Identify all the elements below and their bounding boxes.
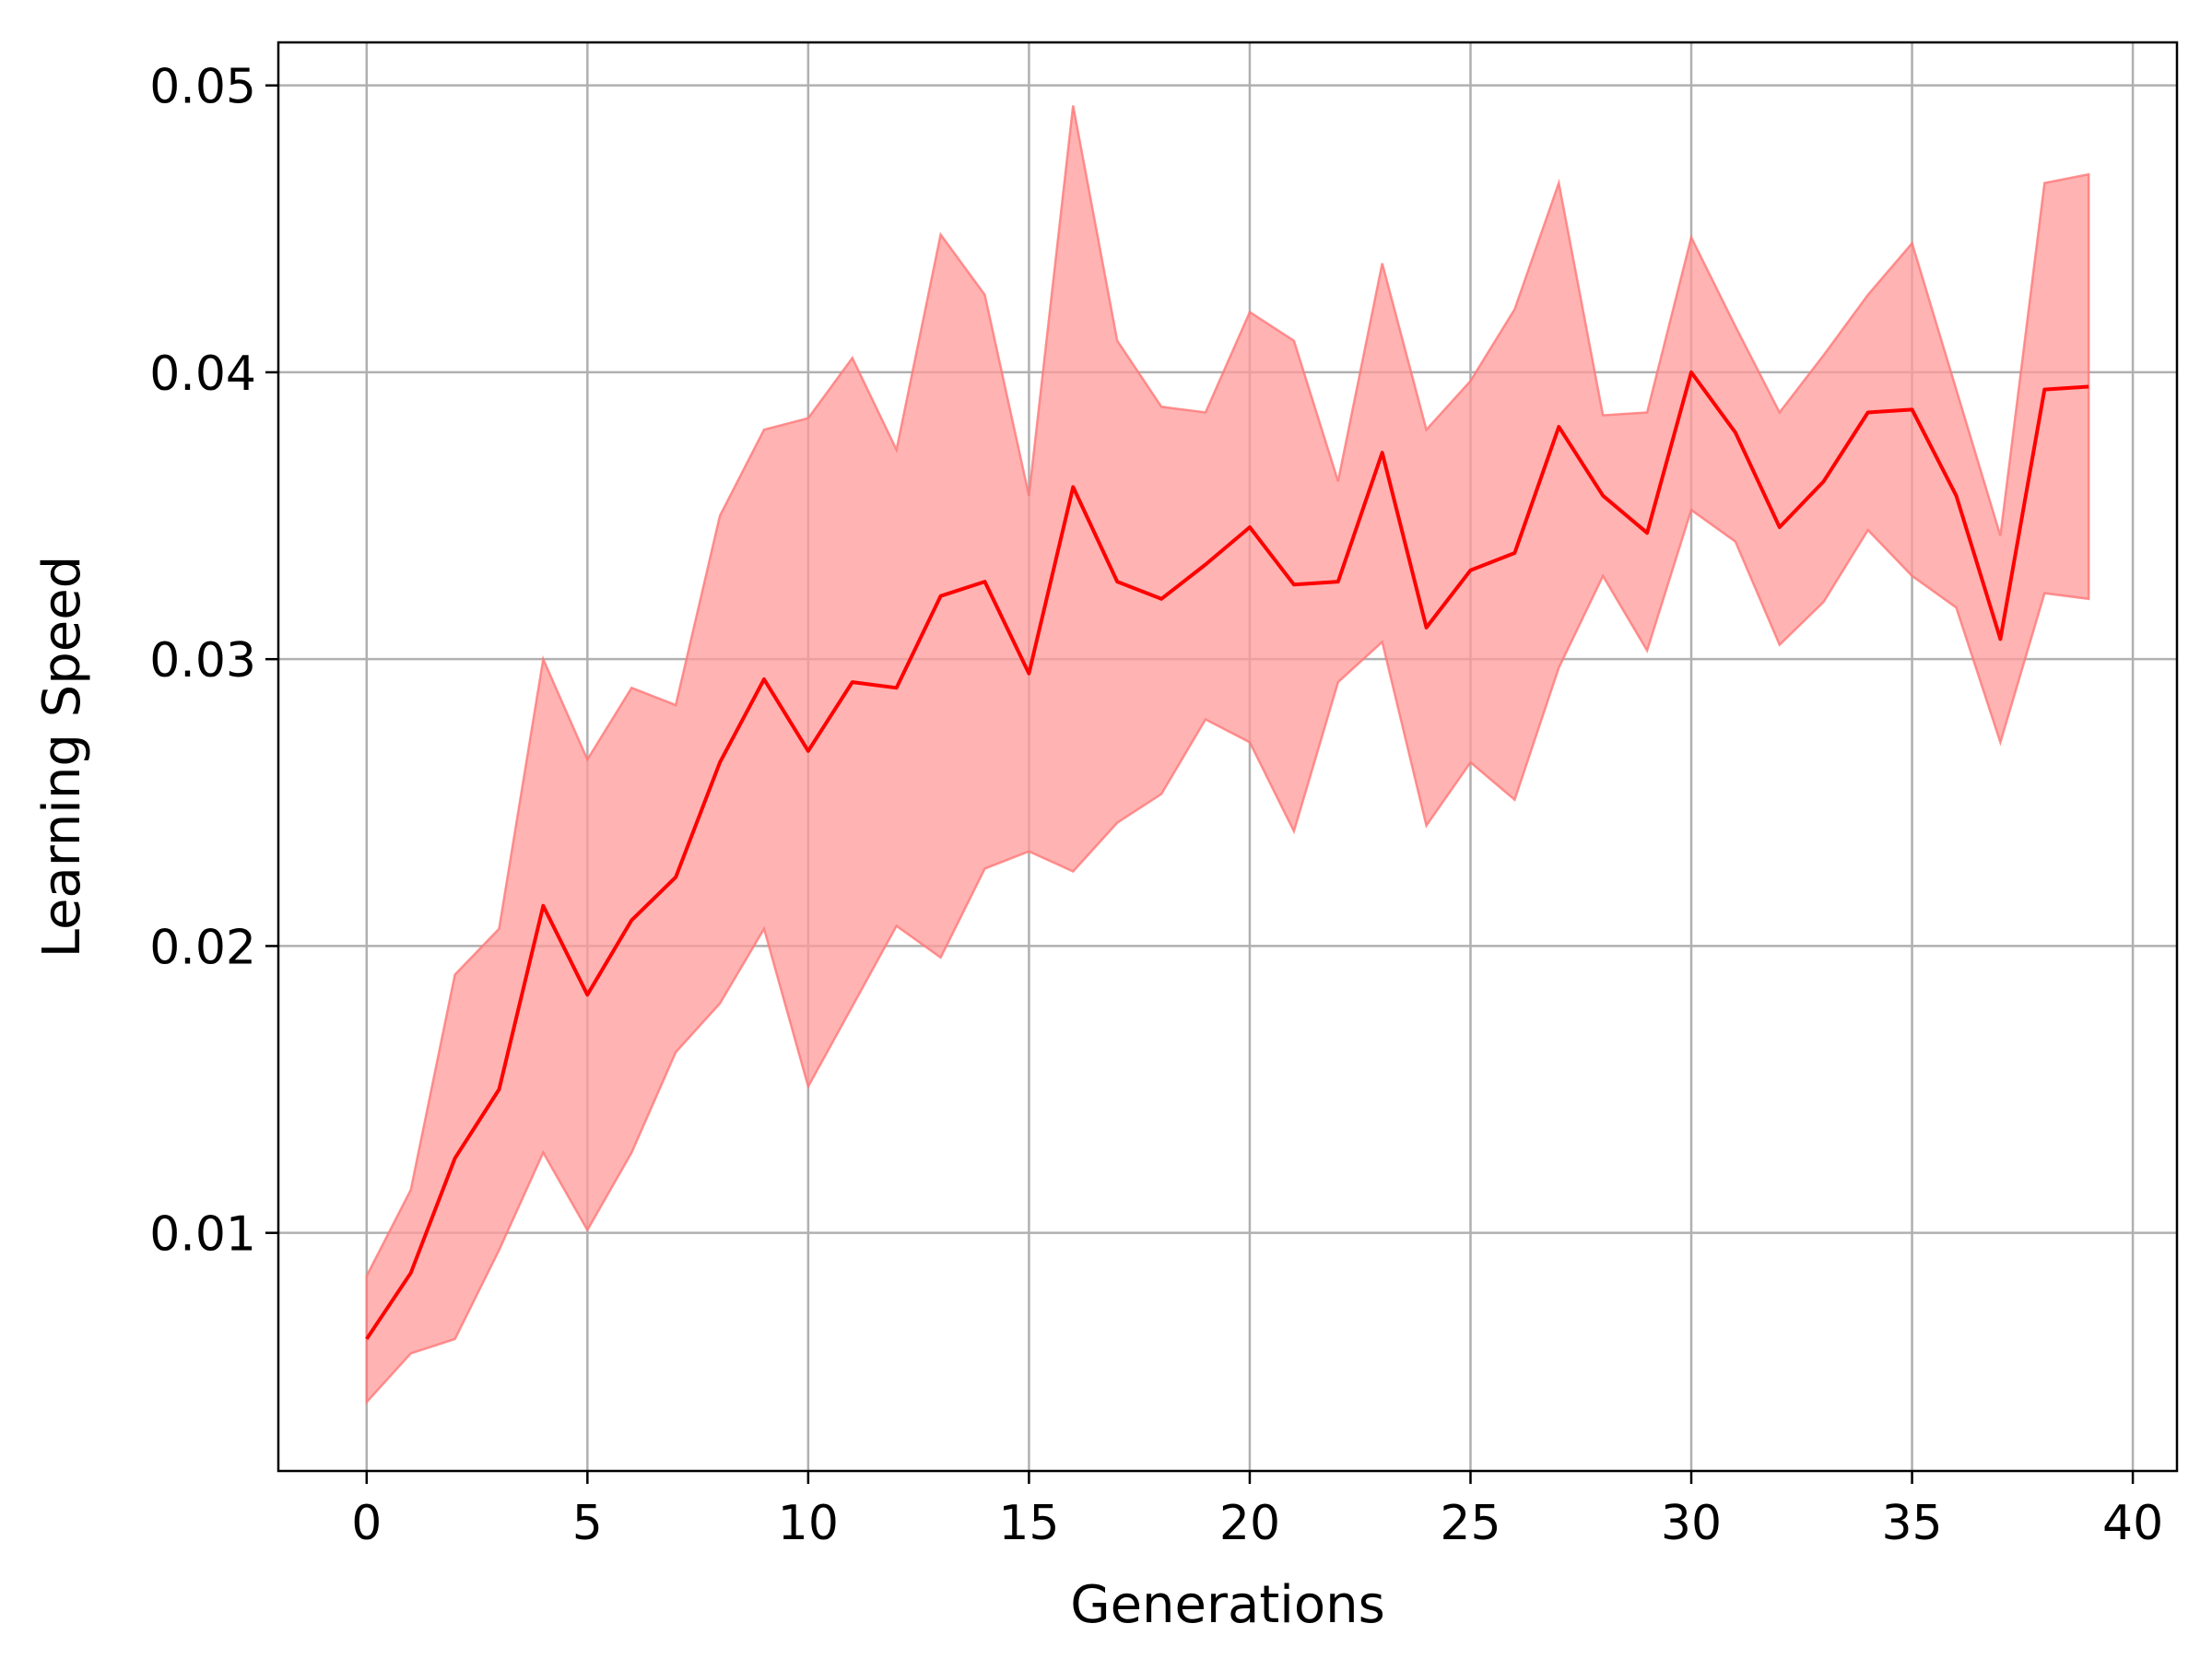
y-tick-label: 0.01 xyxy=(149,1207,256,1263)
x-axis-label: Generations xyxy=(1070,1575,1385,1635)
y-tick-label: 0.03 xyxy=(149,633,256,688)
x-tick-label: 30 xyxy=(1661,1496,1722,1551)
y-tick-label: 0.02 xyxy=(149,920,256,975)
ticks: 0 5 10 15 20 25 30 35 40 0.01 0.02 0.03 0.04 0.05 xyxy=(149,60,2163,1551)
series-mean-line xyxy=(365,370,2089,1340)
x-tick-label: 20 xyxy=(1219,1496,1280,1551)
y-axis-label: Learning Speed xyxy=(32,556,92,958)
y-tick-label: 0.04 xyxy=(149,347,256,402)
x-tick-label: 35 xyxy=(1881,1496,1942,1551)
y-tick-label: 0.05 xyxy=(149,60,256,115)
x-tick-label: 10 xyxy=(778,1496,839,1551)
x-tick-label: 5 xyxy=(572,1496,603,1551)
plot-frame xyxy=(276,41,2179,1473)
x-tick-label: 40 xyxy=(2102,1496,2163,1551)
series-std-band xyxy=(365,105,2090,1406)
x-tick-label: 25 xyxy=(1440,1496,1500,1551)
series-points xyxy=(366,371,2089,1339)
x-tick-label: 0 xyxy=(351,1496,382,1551)
x-tick-label: 15 xyxy=(998,1496,1059,1551)
